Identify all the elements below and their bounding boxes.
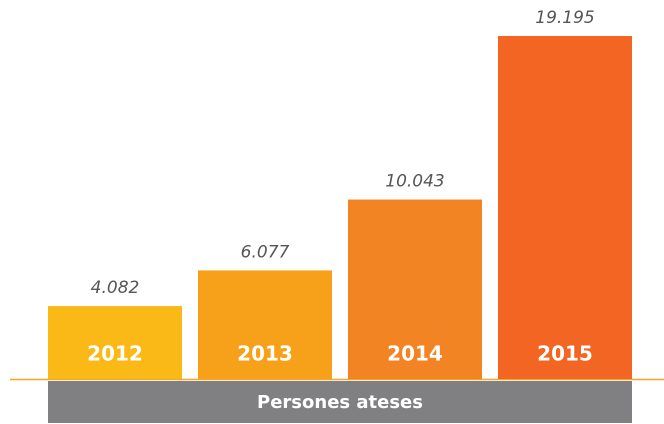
category-label: 2014: [387, 342, 443, 366]
bar: [348, 199, 482, 379]
category-label: 2013: [237, 342, 293, 366]
value-label: 6.077: [241, 242, 290, 262]
bar: [48, 306, 182, 379]
value-label: 10.043: [385, 172, 444, 192]
value-label: 19.195: [535, 8, 594, 28]
value-label: 4.082: [91, 278, 140, 298]
category-label: 2015: [537, 342, 593, 366]
bar: [498, 36, 632, 379]
x-label-band: [48, 381, 632, 423]
bar: [198, 270, 332, 379]
x-axis-label: Persones ateses: [257, 392, 423, 413]
category-label: 2012: [87, 342, 143, 366]
